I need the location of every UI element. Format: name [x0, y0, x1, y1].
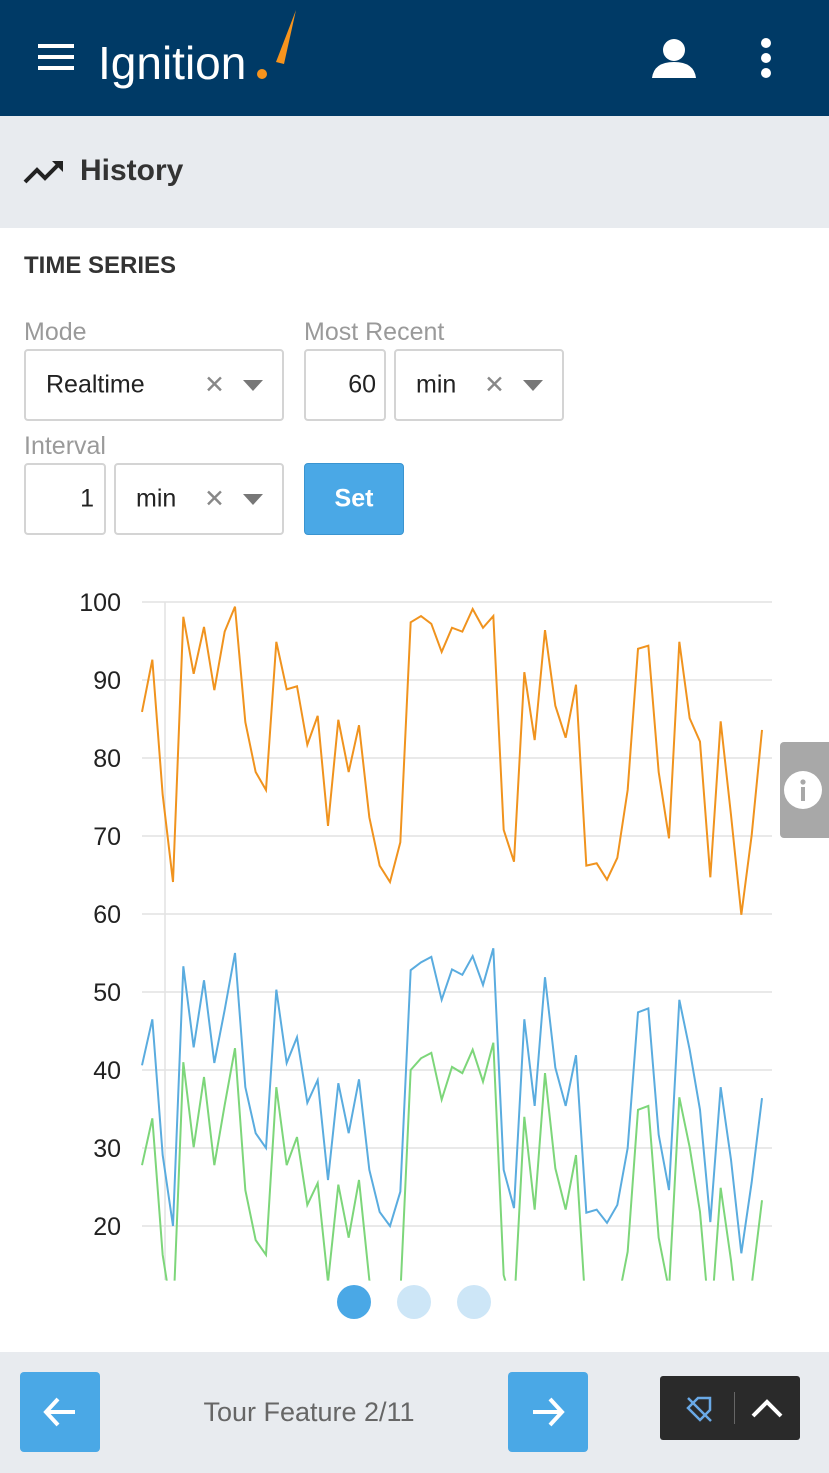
- chart: 20 30 40 50 60 70 80 90 100: [79, 589, 772, 1281]
- input-value: 1: [80, 484, 94, 513]
- y-tick-label: 50: [93, 979, 121, 1007]
- series: [141, 606, 763, 915]
- series: [141, 1042, 763, 1281]
- button-label: Set: [334, 484, 374, 513]
- pager: [337, 1285, 491, 1319]
- tour-label: Tour Feature 2/11: [203, 1397, 415, 1427]
- y-tick-label: 30: [93, 1135, 121, 1163]
- page-title: History: [80, 154, 184, 187]
- tour-bar: Tour Feature 2/11: [0, 1352, 829, 1473]
- line: [141, 606, 763, 915]
- clear-icon[interactable]: ✕: [204, 371, 225, 399]
- prev-button[interactable]: [20, 1372, 100, 1452]
- page-header: History: [0, 116, 829, 228]
- info-icon: [784, 771, 822, 809]
- tag-off-icon[interactable]: [684, 1394, 714, 1424]
- line: [141, 948, 763, 1254]
- y-tick-label: 70: [93, 823, 121, 851]
- logo-mark: [257, 10, 296, 79]
- y-tick-label: 60: [93, 901, 121, 929]
- pager-dot[interactable]: [337, 1285, 371, 1319]
- mode-select[interactable]: Realtime ✕: [24, 349, 284, 421]
- amount-input[interactable]: 60: [304, 349, 386, 421]
- collapse-icon[interactable]: [750, 1394, 784, 1422]
- dropdown-icon[interactable]: [242, 379, 264, 393]
- pager-dot[interactable]: [457, 1285, 491, 1319]
- y-tick-label: 90: [93, 667, 121, 695]
- field-label: Interval: [24, 432, 106, 460]
- header: Ignition: [0, 0, 829, 116]
- field-label: Most Recent: [304, 318, 445, 346]
- y-tick-label: 100: [79, 589, 121, 617]
- select-value: Realtime: [46, 370, 145, 399]
- user-icon[interactable]: [650, 36, 698, 80]
- line: [141, 1042, 763, 1281]
- tour-controls: [660, 1376, 800, 1440]
- y-tick-label: 20: [93, 1213, 121, 1241]
- info-tab[interactable]: [780, 742, 829, 838]
- trend-icon: [23, 161, 63, 184]
- y-tick-label: 40: [93, 1057, 121, 1085]
- clear-icon[interactable]: ✕: [204, 485, 225, 513]
- select-value: min: [416, 370, 457, 399]
- select-value: min: [136, 484, 177, 513]
- set-button[interactable]: Set: [304, 463, 404, 535]
- clear-icon[interactable]: ✕: [484, 371, 505, 399]
- menu-icon[interactable]: [36, 42, 76, 74]
- y-tick-label: 80: [93, 745, 121, 773]
- unit-select[interactable]: min ✕: [114, 463, 284, 535]
- section-title: TIME SERIES: [24, 252, 177, 279]
- more-icon[interactable]: [756, 36, 776, 80]
- series: [141, 948, 763, 1254]
- next-button[interactable]: [508, 1372, 588, 1452]
- pager-dot[interactable]: [397, 1285, 431, 1319]
- amount-input[interactable]: 1: [24, 463, 106, 535]
- dropdown-icon[interactable]: [242, 493, 264, 507]
- field-label: Mode: [24, 318, 87, 346]
- dropdown-icon[interactable]: [522, 379, 544, 393]
- unit-select[interactable]: min ✕: [394, 349, 564, 421]
- input-value: 60: [348, 370, 376, 399]
- logo: Ignition: [98, 37, 247, 89]
